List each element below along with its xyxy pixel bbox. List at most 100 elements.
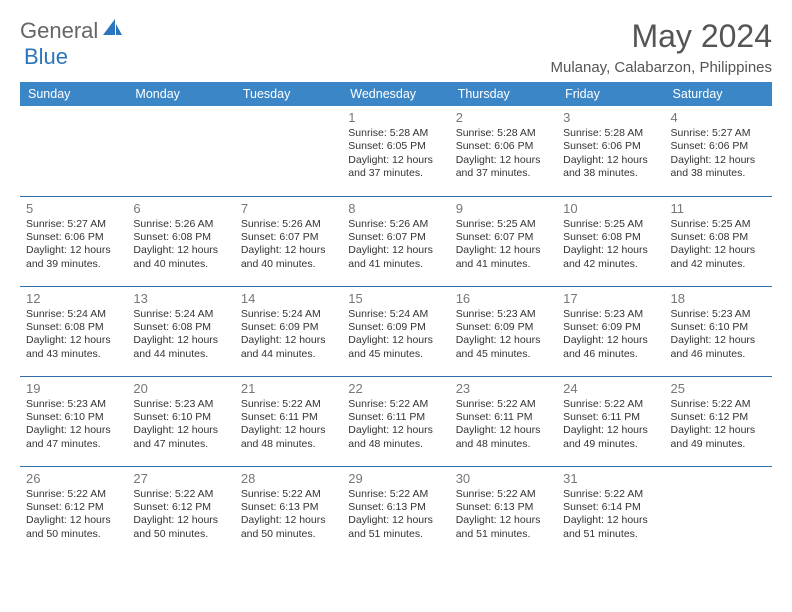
day-header: Tuesday: [235, 82, 342, 106]
calendar-day-cell: 27Sunrise: 5:22 AMSunset: 6:12 PMDayligh…: [127, 466, 234, 556]
day-number: 1: [348, 110, 443, 125]
day-details: Sunrise: 5:28 AMSunset: 6:05 PMDaylight:…: [348, 127, 443, 181]
day-header: Thursday: [450, 82, 557, 106]
day-details: Sunrise: 5:25 AMSunset: 6:08 PMDaylight:…: [563, 218, 658, 272]
day-details: Sunrise: 5:22 AMSunset: 6:11 PMDaylight:…: [348, 398, 443, 452]
calendar-day-cell: 25Sunrise: 5:22 AMSunset: 6:12 PMDayligh…: [665, 376, 772, 466]
calendar-day-cell: 6 Sunrise: 5:26 AMSunset: 6:08 PMDaylight…: [127, 196, 234, 286]
day-number: 15: [348, 291, 443, 306]
day-details: Sunrise: 5:24 AMSunset: 6:09 PMDaylight:…: [348, 308, 443, 362]
day-details: Sunrise: 5:23 AMSunset: 6:09 PMDaylight:…: [456, 308, 551, 362]
day-details: Sunrise: 5:25 AMSunset: 6:08 PMDaylight:…: [671, 218, 766, 272]
day-header-row: SundayMondayTuesdayWednesdayThursdayFrid…: [20, 82, 772, 106]
day-number: 20: [133, 381, 228, 396]
day-number: 6: [133, 201, 228, 216]
calendar-day-cell: 3Sunrise: 5:28 AMSunset: 6:06 PMDaylight…: [557, 106, 664, 196]
day-number: 8: [348, 201, 443, 216]
day-number: 7: [241, 201, 336, 216]
day-header: Wednesday: [342, 82, 449, 106]
calendar-day-cell: 18Sunrise: 5:23 AMSunset: 6:10 PMDayligh…: [665, 286, 772, 376]
day-details: Sunrise: 5:22 AMSunset: 6:12 PMDaylight:…: [133, 488, 228, 542]
calendar-body: 1 Sunrise: 5:28 AMSunset: 6:05 PMDaylight…: [20, 106, 772, 556]
calendar-day-cell: 23Sunrise: 5:22 AMSunset: 6:11 PMDayligh…: [450, 376, 557, 466]
day-details: Sunrise: 5:23 AMSunset: 6:10 PMDaylight:…: [26, 398, 121, 452]
calendar-day-cell: 20 Sunrise: 5:23 AMSunset: 6:10 PMDayligh…: [127, 376, 234, 466]
calendar-day-cell: 19 Sunrise: 5:23 AMSunset: 6:10 PMDayligh…: [20, 376, 127, 466]
day-details: Sunrise: 5:26 AMSunset: 6:07 PMDaylight:…: [241, 218, 336, 272]
day-details: Sunrise: 5:22 AMSunset: 6:13 PMDaylight:…: [348, 488, 443, 542]
location-text: Mulanay, Calabarzon, Philippines: [550, 59, 772, 76]
day-details: Sunrise: 5:23 AMSunset: 6:10 PMDaylight:…: [671, 308, 766, 362]
calendar-day-cell: 11Sunrise: 5:25 AMSunset: 6:08 PMDayligh…: [665, 196, 772, 286]
calendar-table: SundayMondayTuesdayWednesdayThursdayFrid…: [20, 82, 772, 556]
calendar-week-row: 12Sunrise: 5:24 AMSunset: 6:08 PMDayligh…: [20, 286, 772, 376]
day-number: 26: [26, 471, 121, 486]
calendar-day-cell: [235, 106, 342, 196]
day-details: Sunrise: 5:27 AMSunset: 6:06 PMDaylight:…: [671, 127, 766, 181]
day-header: Monday: [127, 82, 234, 106]
calendar-day-cell: 31Sunrise: 5:22 AMSunset: 6:14 PMDayligh…: [557, 466, 664, 556]
calendar-day-cell: 29 Sunrise: 5:22 AMSunset: 6:13 PMDayligh…: [342, 466, 449, 556]
brand-blue: Blue: [24, 44, 68, 70]
day-number: 3: [563, 110, 658, 125]
day-details: Sunrise: 5:22 AMSunset: 6:13 PMDaylight:…: [456, 488, 551, 542]
day-details: Sunrise: 5:26 AMSunset: 6:08 PMDaylight:…: [133, 218, 228, 272]
calendar-day-cell: 7 Sunrise: 5:26 AMSunset: 6:07 PMDaylight…: [235, 196, 342, 286]
calendar-day-cell: 15 Sunrise: 5:24 AMSunset: 6:09 PMDayligh…: [342, 286, 449, 376]
calendar-day-cell: 14 Sunrise: 5:24 AMSunset: 6:09 PMDayligh…: [235, 286, 342, 376]
day-details: Sunrise: 5:22 AMSunset: 6:11 PMDaylight:…: [241, 398, 336, 452]
day-number: 22: [348, 381, 443, 396]
day-details: Sunrise: 5:24 AMSunset: 6:09 PMDaylight:…: [241, 308, 336, 362]
calendar-day-cell: 16 Sunrise: 5:23 AMSunset: 6:09 PMDayligh…: [450, 286, 557, 376]
calendar-day-cell: 22 Sunrise: 5:22 AMSunset: 6:11 PMDayligh…: [342, 376, 449, 466]
calendar-day-cell: [665, 466, 772, 556]
calendar-day-cell: 21 Sunrise: 5:22 AMSunset: 6:11 PMDayligh…: [235, 376, 342, 466]
day-number: 10: [563, 201, 658, 216]
day-header: Friday: [557, 82, 664, 106]
day-details: Sunrise: 5:22 AMSunset: 6:11 PMDaylight:…: [563, 398, 658, 452]
day-number: 5: [26, 201, 121, 216]
day-header: Saturday: [665, 82, 772, 106]
day-details: Sunrise: 5:28 AMSunset: 6:06 PMDaylight:…: [456, 127, 551, 181]
calendar-day-cell: [127, 106, 234, 196]
day-details: Sunrise: 5:22 AMSunset: 6:14 PMDaylight:…: [563, 488, 658, 542]
day-details: Sunrise: 5:27 AMSunset: 6:06 PMDaylight:…: [26, 218, 121, 272]
calendar-day-cell: 28 Sunrise: 5:22 AMSunset: 6:13 PMDayligh…: [235, 466, 342, 556]
calendar-day-cell: 1 Sunrise: 5:28 AMSunset: 6:05 PMDaylight…: [342, 106, 449, 196]
calendar-day-cell: 2 Sunrise: 5:28 AMSunset: 6:06 PMDaylight…: [450, 106, 557, 196]
calendar-week-row: 26 Sunrise: 5:22 AMSunset: 6:12 PMDayligh…: [20, 466, 772, 556]
calendar-day-cell: 30 Sunrise: 5:22 AMSunset: 6:13 PMDayligh…: [450, 466, 557, 556]
day-details: Sunrise: 5:23 AMSunset: 6:09 PMDaylight:…: [563, 308, 658, 362]
day-details: Sunrise: 5:22 AMSunset: 6:12 PMDaylight:…: [26, 488, 121, 542]
day-details: Sunrise: 5:24 AMSunset: 6:08 PMDaylight:…: [26, 308, 121, 362]
day-number: 24: [563, 381, 658, 396]
calendar-day-cell: 10 Sunrise: 5:25 AMSunset: 6:08 PMDayligh…: [557, 196, 664, 286]
day-number: 13: [133, 291, 228, 306]
calendar-day-cell: 5 Sunrise: 5:27 AMSunset: 6:06 PMDaylight…: [20, 196, 127, 286]
day-number: 21: [241, 381, 336, 396]
calendar-day-cell: 4 Sunrise: 5:27 AMSunset: 6:06 PMDaylight…: [665, 106, 772, 196]
day-number: 2: [456, 110, 551, 125]
day-header: Sunday: [20, 82, 127, 106]
day-details: Sunrise: 5:22 AMSunset: 6:11 PMDaylight:…: [456, 398, 551, 452]
calendar-day-cell: [20, 106, 127, 196]
calendar-week-row: 19 Sunrise: 5:23 AMSunset: 6:10 PMDayligh…: [20, 376, 772, 466]
day-details: Sunrise: 5:24 AMSunset: 6:08 PMDaylight:…: [133, 308, 228, 362]
day-details: Sunrise: 5:25 AMSunset: 6:07 PMDaylight:…: [456, 218, 551, 272]
calendar-week-row: 5 Sunrise: 5:27 AMSunset: 6:06 PMDaylight…: [20, 196, 772, 286]
day-number: 25: [671, 381, 766, 396]
day-details: Sunrise: 5:23 AMSunset: 6:10 PMDaylight:…: [133, 398, 228, 452]
calendar-day-cell: 8Sunrise: 5:26 AMSunset: 6:07 PMDaylight…: [342, 196, 449, 286]
day-number: 16: [456, 291, 551, 306]
day-details: Sunrise: 5:22 AMSunset: 6:13 PMDaylight:…: [241, 488, 336, 542]
day-number: 14: [241, 291, 336, 306]
day-number: 30: [456, 471, 551, 486]
day-number: 4: [671, 110, 766, 125]
calendar-day-cell: 17 Sunrise: 5:23 AMSunset: 6:09 PMDayligh…: [557, 286, 664, 376]
day-number: 19: [26, 381, 121, 396]
day-number: 29: [348, 471, 443, 486]
day-number: 17: [563, 291, 658, 306]
calendar-day-cell: 26 Sunrise: 5:22 AMSunset: 6:12 PMDayligh…: [20, 466, 127, 556]
brand-general: General: [20, 18, 98, 44]
day-number: 28: [241, 471, 336, 486]
